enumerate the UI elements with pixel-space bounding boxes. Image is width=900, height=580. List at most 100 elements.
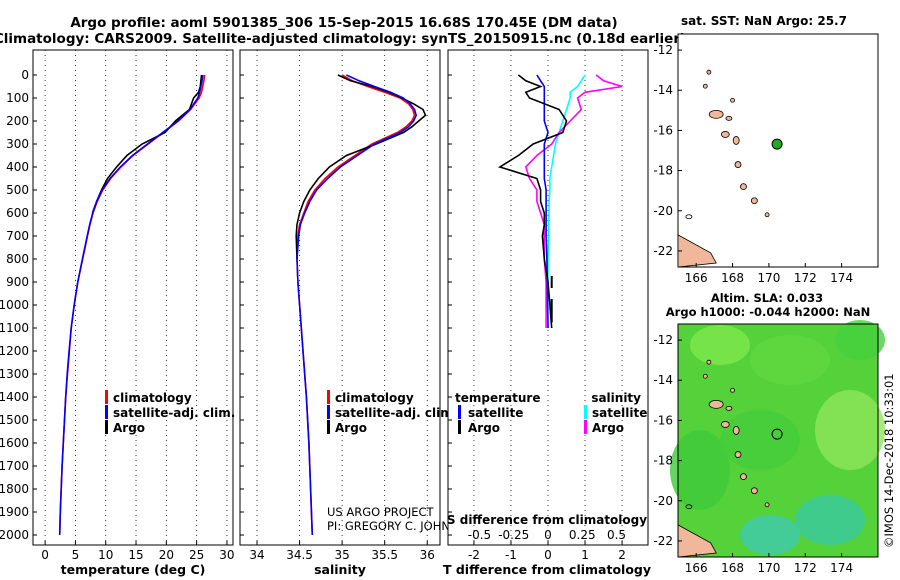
depth-tick-label: 300 [6, 137, 29, 151]
depth-tick-label: 600 [6, 206, 29, 220]
island-shape [750, 487, 758, 495]
x-tick-label: 34.5 [286, 548, 313, 562]
x-tick-label: 10 [98, 548, 113, 562]
legend3-salinity-heading: salinity [591, 391, 641, 405]
x-tick-label: 2 [618, 548, 626, 562]
lon-tick-label: 166 [685, 561, 708, 575]
lat-tick-label: -18 [653, 454, 673, 468]
island-shape [720, 421, 730, 428]
s-tick-label: -0.25 [498, 528, 529, 542]
salinity-legend: climatology satellite-adj. clim. Argo [327, 390, 457, 435]
sla-map-title1: Altim. SLA: 0.033 [711, 291, 823, 305]
x-tick-label: 20 [159, 548, 174, 562]
island-outline [685, 504, 693, 510]
legend3-s-argo-swatch [584, 420, 587, 434]
lat-tick-label: -12 [653, 43, 673, 57]
legend2-argo-swatch [327, 420, 330, 434]
x-tick-label: 30 [219, 548, 234, 562]
lon-tick-label: 170 [757, 561, 780, 575]
sla-blob [740, 515, 800, 555]
temperature-xlabel: temperature (deg C) [61, 562, 206, 577]
depth-tick-label: 2000 [0, 528, 29, 542]
t-difference-xlabel: T difference from climatology [443, 562, 651, 577]
x-tick-label: 34 [249, 548, 264, 562]
depth-tick-label: 900 [6, 275, 29, 289]
x-tick-label: 1 [581, 548, 589, 562]
temperature-profile-panel: 0 5 10 15 20 25 30 temperature (deg C) climato… [32, 49, 235, 577]
x-tick-label: -1 [505, 548, 517, 562]
credit-line2: PI: GREGORY C. JOHNSON [327, 519, 475, 533]
sst-map-title: sat. SST: NaN Argo: 25.7 [681, 14, 847, 28]
island-outline [685, 214, 693, 220]
x-tick-label: 0 [41, 548, 49, 562]
depth-tick-label: 1300 [0, 367, 29, 381]
island-shape [730, 387, 735, 393]
s-difference-title: S difference from climatology [447, 513, 647, 527]
island-shape [740, 473, 747, 481]
sla-blob [720, 410, 800, 470]
depth-tick-label: 1200 [0, 344, 29, 358]
depth-tick-label: 200 [6, 114, 29, 128]
sla-map-title2: Argo h1000: -0.044 h2000: NaN [666, 305, 870, 319]
lon-tick-label: 166 [685, 271, 708, 285]
s-diff-satellite-line [547, 74, 586, 328]
x-tick-label: 25 [189, 548, 204, 562]
float-position-marker [771, 138, 783, 150]
lon-tick-label: 170 [757, 271, 780, 285]
imos-timestamp: ©IMOS 14-Dec-2018 10:33:01 [882, 373, 896, 548]
difference-legend: temperature satellite Argo salinity sate… [455, 391, 647, 435]
s-tick-label: -0.5 [468, 528, 491, 542]
island-shape [734, 161, 742, 168]
legend3-t-argo-label: Argo [468, 421, 500, 435]
depth-tick-label: 500 [6, 183, 29, 197]
header-line2: Climatology: CARS2009. Satellite-adjuste… [0, 31, 686, 47]
x-tick-label: 36 [420, 548, 435, 562]
legend-satellite-swatch [105, 405, 108, 419]
legend2-satellite-swatch [327, 405, 330, 419]
depth-tick-label: 1800 [0, 482, 29, 496]
x-tick-label: 0 [544, 548, 552, 562]
island-shape [708, 399, 724, 409]
legend3-t-satellite-swatch [458, 405, 461, 419]
lat-tick-label: -20 [653, 204, 673, 218]
lat-tick-label: -18 [653, 164, 673, 178]
island-shape [730, 97, 735, 103]
lat-tick-label: -22 [653, 534, 673, 548]
sla-blob [795, 495, 865, 545]
island-shape [725, 405, 733, 411]
temperature-legend: climatology satellite-adj. clim. Argo [105, 390, 235, 435]
lat-tick-label: -20 [653, 494, 673, 508]
island-shape [702, 373, 708, 379]
island-shape [732, 136, 740, 145]
island-shape [740, 183, 747, 191]
legend2-climatology-label: climatology [335, 391, 414, 405]
legend3-temperature-heading: temperature [455, 391, 540, 405]
island-shape [732, 426, 740, 435]
island-shape [706, 69, 712, 75]
lat-tick-label: -22 [653, 244, 673, 258]
legend-climatology-label: climatology [113, 391, 192, 405]
difference-profile-panel: -2 -1 0 1 2 -0.5 -0.25 0 0.25 0.5 S difference f… [443, 49, 651, 577]
legend-satellite-label: satellite-adj. clim. [113, 406, 235, 420]
depth-tick-label: 400 [6, 160, 29, 174]
depth-tick-label: 1000 [0, 298, 29, 312]
sla-blob [835, 320, 885, 360]
x-tick-label: 5 [72, 548, 80, 562]
legend3-s-satellite-label: satellite [592, 406, 647, 420]
legend2-satellite-label: satellite-adj. clim. [335, 406, 457, 420]
legend3-s-argo-label: Argo [592, 421, 624, 435]
island-shape [725, 115, 733, 121]
sst-location-map: sat. SST: NaN Argo: 25.7 -12 -14 -16 -18 -20… [653, 14, 879, 285]
lat-tick-label: -12 [653, 333, 673, 347]
island-shape [720, 131, 730, 138]
temperature-satellite-line [58, 74, 204, 536]
s-tick-label: 0 [544, 528, 552, 542]
depth-tick-label: 700 [6, 229, 29, 243]
lon-tick-label: 174 [830, 271, 853, 285]
salinity-satellite-line [296, 74, 418, 536]
sla-blob [750, 335, 830, 385]
island-shape [764, 212, 770, 218]
float-position-ring [771, 428, 783, 440]
x-tick-label: 35.5 [371, 548, 398, 562]
s-tick-label: 0.5 [607, 528, 626, 542]
